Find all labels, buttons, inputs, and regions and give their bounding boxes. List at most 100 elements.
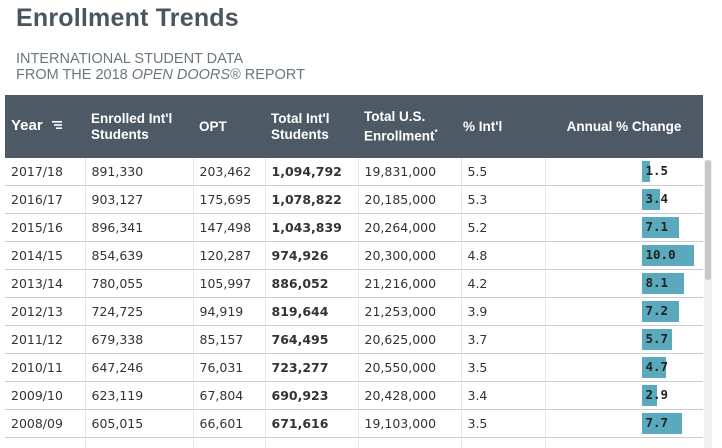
- column-header-year[interactable]: Year: [5, 95, 85, 158]
- cell-total-intl: 764,495: [264, 325, 358, 354]
- cell-total-us: 19,103,000: [357, 409, 461, 438]
- cell-enrolled: 896,341: [84, 213, 193, 242]
- table-row: 2010/11 647,246 76,031 723,277 20,550,000 3.5…: [5, 353, 703, 382]
- cell-annual-change: 8.1: [544, 269, 703, 298]
- cell-total-us: 21,216,000: [357, 269, 461, 298]
- change-label: 7.2: [645, 303, 669, 318]
- enrollment-table-container: Year Enrolled Int'l Students OPT: [5, 95, 703, 448]
- change-label: 7.7: [645, 415, 669, 430]
- cell-opt: 94,919: [192, 297, 265, 326]
- change-bar-wrap: 5.7: [546, 326, 703, 353]
- cell-total-us: 20,428,000: [357, 381, 461, 410]
- cell-opt: 67,804: [192, 381, 265, 410]
- table-row: 2012/13 724,725 94,919 819,644 21,253,000 3.9…: [5, 297, 703, 326]
- cell-enrolled: 891,330: [84, 158, 193, 186]
- cell-total-intl: 723,277: [264, 353, 358, 382]
- enrollment-table: Year Enrolled Int'l Students OPT: [5, 95, 703, 448]
- change-bar-wrap: 10.0: [546, 242, 703, 269]
- table-row: 2008/09 605,015 66,601 671,616 19,103,000 3.5…: [5, 409, 703, 438]
- column-header-total-us[interactable]: Total U.S. Enrollment*: [358, 95, 461, 158]
- table-row: 2017/18 891,330 203,462 1,094,792 19,831,000…: [5, 158, 703, 186]
- cell-pct-intl: 3.7: [460, 325, 545, 354]
- table-scrollbar[interactable]: [704, 160, 712, 448]
- cell-empty: [460, 437, 545, 448]
- change-bar: [641, 357, 666, 378]
- subtitle-line-2: FROM THE 2018 OPEN DOORS® REPORT: [16, 67, 305, 83]
- table-body: 2017/18 891,330 203,462 1,094,792 19,831,000…: [5, 158, 703, 448]
- cell-opt: 66,601: [192, 409, 265, 438]
- cell-opt: 203,462: [192, 158, 265, 186]
- cell-total-us: 21,253,000: [357, 297, 461, 326]
- cell-year: 2016/17: [5, 185, 85, 214]
- cell-enrolled: 724,725: [84, 297, 193, 326]
- table-row: 2011/12 679,338 85,157 764,495 20,625,000 3.7…: [5, 325, 703, 354]
- page-subtitle: INTERNATIONAL STUDENT DATA FROM THE 2018…: [16, 51, 305, 83]
- cell-pct-intl: 3.5: [460, 353, 545, 382]
- cell-total-intl: 1,094,792: [264, 158, 358, 186]
- cell-empty: [264, 437, 358, 448]
- cell-year: 2011/12: [5, 325, 85, 354]
- cell-pct-intl: 5.3: [460, 185, 545, 214]
- filter-icon[interactable]: [51, 119, 63, 135]
- column-header-enrolled-line1: Enrolled Int'l: [91, 110, 173, 126]
- change-label: 2.9: [645, 387, 669, 402]
- cell-annual-change: 4.7: [544, 353, 703, 382]
- change-label: 5.7: [645, 331, 669, 346]
- change-label: 10.0: [645, 247, 676, 262]
- cell-total-intl: 1,043,839: [264, 213, 358, 242]
- cell-total-intl: 819,644: [264, 297, 358, 326]
- cell-opt: 120,287: [192, 241, 265, 270]
- cell-opt: 175,695: [192, 185, 265, 214]
- cell-enrolled: 605,015: [84, 409, 193, 438]
- change-bar: [641, 329, 672, 350]
- column-header-annual-change[interactable]: Annual % Change: [545, 95, 703, 158]
- cell-total-intl: 886,052: [264, 269, 358, 298]
- change-bar: [641, 161, 650, 182]
- cell-year: 2017/18: [5, 158, 85, 186]
- subtitle-prefix: FROM THE 2018: [16, 67, 132, 83]
- column-header-pct-intl[interactable]: % Int'l: [461, 95, 545, 158]
- change-bar-wrap: 3.4: [546, 186, 703, 213]
- table-row: 2015/16 896,341 147,498 1,043,839 20,264,000…: [5, 213, 703, 242]
- cell-pct-intl: 5.5: [460, 158, 545, 186]
- change-bar-wrap: 7.1: [546, 214, 703, 241]
- cell-enrolled: 623,119: [84, 381, 193, 410]
- cell-total-intl: 1,078,822: [264, 185, 358, 214]
- column-header-total-intl[interactable]: Total Int'l Students: [265, 95, 358, 158]
- change-bar: [641, 189, 660, 210]
- cell-opt: 105,997: [192, 269, 265, 298]
- cell-enrolled: 647,246: [84, 353, 193, 382]
- table-row: 2009/10 623,119 67,804 690,923 20,428,000 3.4…: [5, 381, 703, 410]
- cell-annual-change: 1.5: [544, 158, 703, 186]
- column-header-total-intl-line1: Total Int'l: [271, 110, 330, 126]
- table-row-partial: [5, 437, 703, 448]
- cell-total-us: 20,625,000: [357, 325, 461, 354]
- page-title: Enrollment Trends: [16, 4, 239, 32]
- change-bar: [641, 217, 679, 238]
- change-bar-wrap: 1.5: [546, 158, 703, 185]
- cell-annual-change: 7.1: [544, 213, 703, 242]
- cell-annual-change: 5.7: [544, 325, 703, 354]
- change-label: 1.5: [645, 163, 669, 178]
- change-bar: [641, 245, 694, 266]
- cell-opt: 147,498: [192, 213, 265, 242]
- cell-total-intl: 690,923: [264, 381, 358, 410]
- table-row: 2014/15 854,639 120,287 974,926 20,300,000 4.…: [5, 241, 703, 270]
- cell-pct-intl: 3.4: [460, 381, 545, 410]
- cell-opt: 76,031: [192, 353, 265, 382]
- column-header-pct-intl-label: % Int'l: [463, 118, 503, 134]
- cell-empty: [357, 437, 461, 448]
- cell-empty: [192, 437, 265, 448]
- cell-empty: [544, 437, 703, 448]
- table-header-row: Year Enrolled Int'l Students OPT: [5, 95, 703, 158]
- column-header-total-us-line1: Total U.S.: [364, 108, 426, 124]
- column-header-opt[interactable]: OPT: [193, 95, 265, 158]
- change-bar-wrap: 7.2: [546, 298, 703, 325]
- scrollbar-thumb[interactable]: [705, 160, 711, 280]
- column-header-total-us-line2: Enrollment: [364, 128, 435, 144]
- cell-total-us: 20,264,000: [357, 213, 461, 242]
- cell-year: 2013/14: [5, 269, 85, 298]
- cell-pct-intl: 5.2: [460, 213, 545, 242]
- cell-enrolled: 780,055: [84, 269, 193, 298]
- column-header-enrolled[interactable]: Enrolled Int'l Students: [85, 95, 193, 158]
